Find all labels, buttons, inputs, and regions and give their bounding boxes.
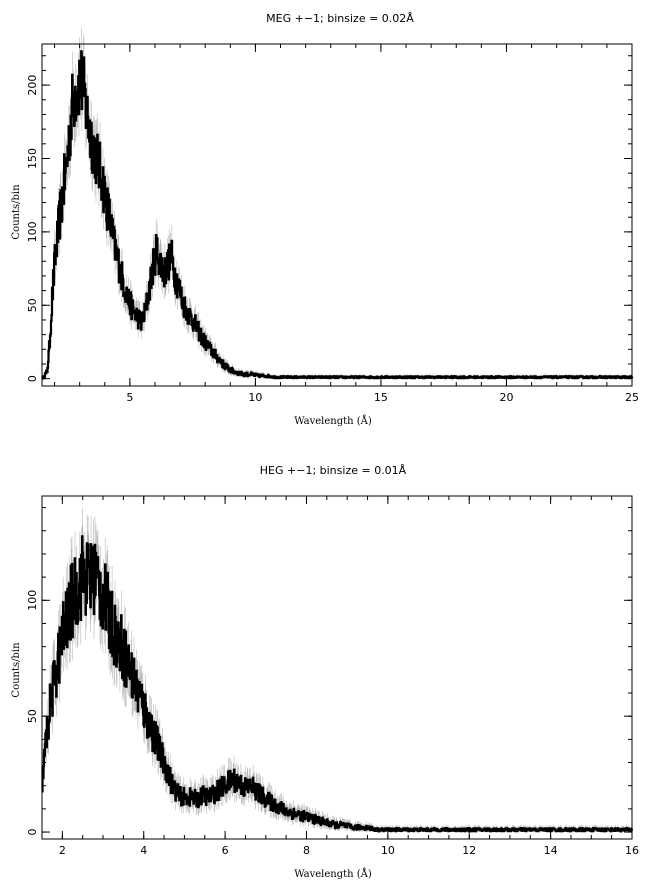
heg-x-tick-label: 14 xyxy=(544,844,558,857)
heg-chart-title: HEG +−1; binsize = 0.01Å xyxy=(260,464,407,477)
meg-x-tick-label: 15 xyxy=(374,391,388,404)
heg-x-tick-label: 4 xyxy=(140,844,147,857)
meg-plot-area: 5 10 15 20 25 0 50 100 150 200 xyxy=(26,27,639,404)
heg-plot-area: 2 4 6 8 10 12 14 16 0 50 100 xyxy=(26,496,639,857)
meg-y-axis-label: Counts/bin xyxy=(11,184,22,240)
meg-y-tick-label: 200 xyxy=(26,75,39,96)
heg-panel: HEG +−1; binsize = 0.01Å Wavelength (Å) … xyxy=(11,464,639,880)
meg-x-tick-label: 5 xyxy=(126,391,133,404)
meg-chart-title: MEG +−1; binsize = 0.02Å xyxy=(266,12,414,25)
meg-y-tick-label: 0 xyxy=(26,375,39,382)
heg-x-tick-label: 8 xyxy=(303,844,310,857)
heg-x-tick-label: 2 xyxy=(59,844,66,857)
heg-plot-frame xyxy=(41,495,633,840)
meg-error-bars xyxy=(42,27,633,379)
meg-x-tick-label: 25 xyxy=(625,391,639,404)
meg-spectrum-line xyxy=(41,50,634,380)
heg-y-tick-label: 100 xyxy=(26,590,39,611)
heg-x-axis-label: Wavelength (Å) xyxy=(294,868,372,880)
meg-x-tick-label: 10 xyxy=(248,391,262,404)
meg-y-tick-label: 150 xyxy=(26,148,39,169)
heg-spectrum-line xyxy=(41,535,633,833)
heg-x-tick-label: 10 xyxy=(381,844,395,857)
meg-y-tick-label: 100 xyxy=(26,221,39,242)
meg-panel: MEG +−1; binsize = 0.02Å Wavelength (Å) … xyxy=(11,12,639,427)
heg-y-tick-label: 0 xyxy=(26,829,39,836)
meg-plot-frame xyxy=(41,43,633,387)
heg-x-tick-label: 12 xyxy=(462,844,476,857)
heg-x-tick-label: 6 xyxy=(222,844,229,857)
heg-y-axis-label: Counts/bin xyxy=(11,642,22,698)
meg-x-tick-label: 20 xyxy=(499,391,513,404)
heg-x-tick-label: 16 xyxy=(625,844,639,857)
meg-y-tick-label: 50 xyxy=(26,298,39,312)
heg-y-tick-label: 50 xyxy=(26,709,39,723)
meg-x-axis-label: Wavelength (Å) xyxy=(294,415,372,427)
